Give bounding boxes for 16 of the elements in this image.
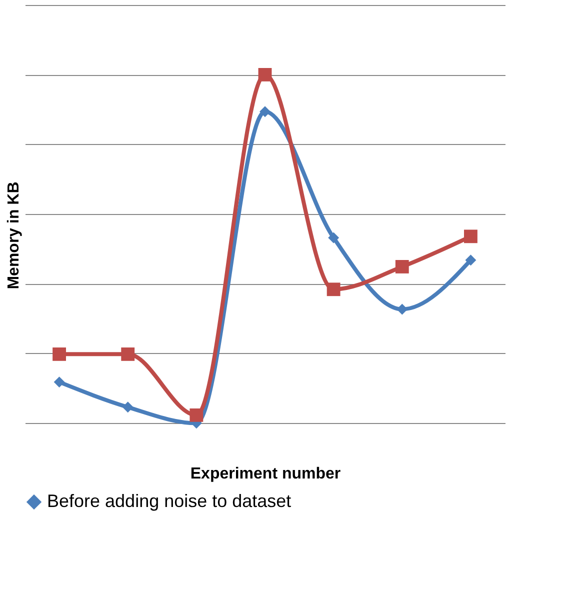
point bbox=[52, 347, 66, 361]
y-axis-title: Memory in KB bbox=[6, 182, 22, 290]
point bbox=[395, 260, 409, 274]
point bbox=[258, 68, 272, 82]
point bbox=[326, 282, 340, 296]
point bbox=[465, 254, 476, 266]
point bbox=[396, 304, 408, 315]
point bbox=[190, 408, 204, 422]
x-axis-title: Experiment number bbox=[190, 466, 341, 482]
point bbox=[260, 106, 270, 118]
legend-label: Before adding noise to dataset bbox=[47, 491, 292, 511]
point bbox=[328, 232, 340, 244]
point bbox=[122, 402, 134, 413]
point bbox=[464, 230, 478, 244]
point bbox=[54, 376, 65, 388]
point bbox=[121, 347, 135, 361]
